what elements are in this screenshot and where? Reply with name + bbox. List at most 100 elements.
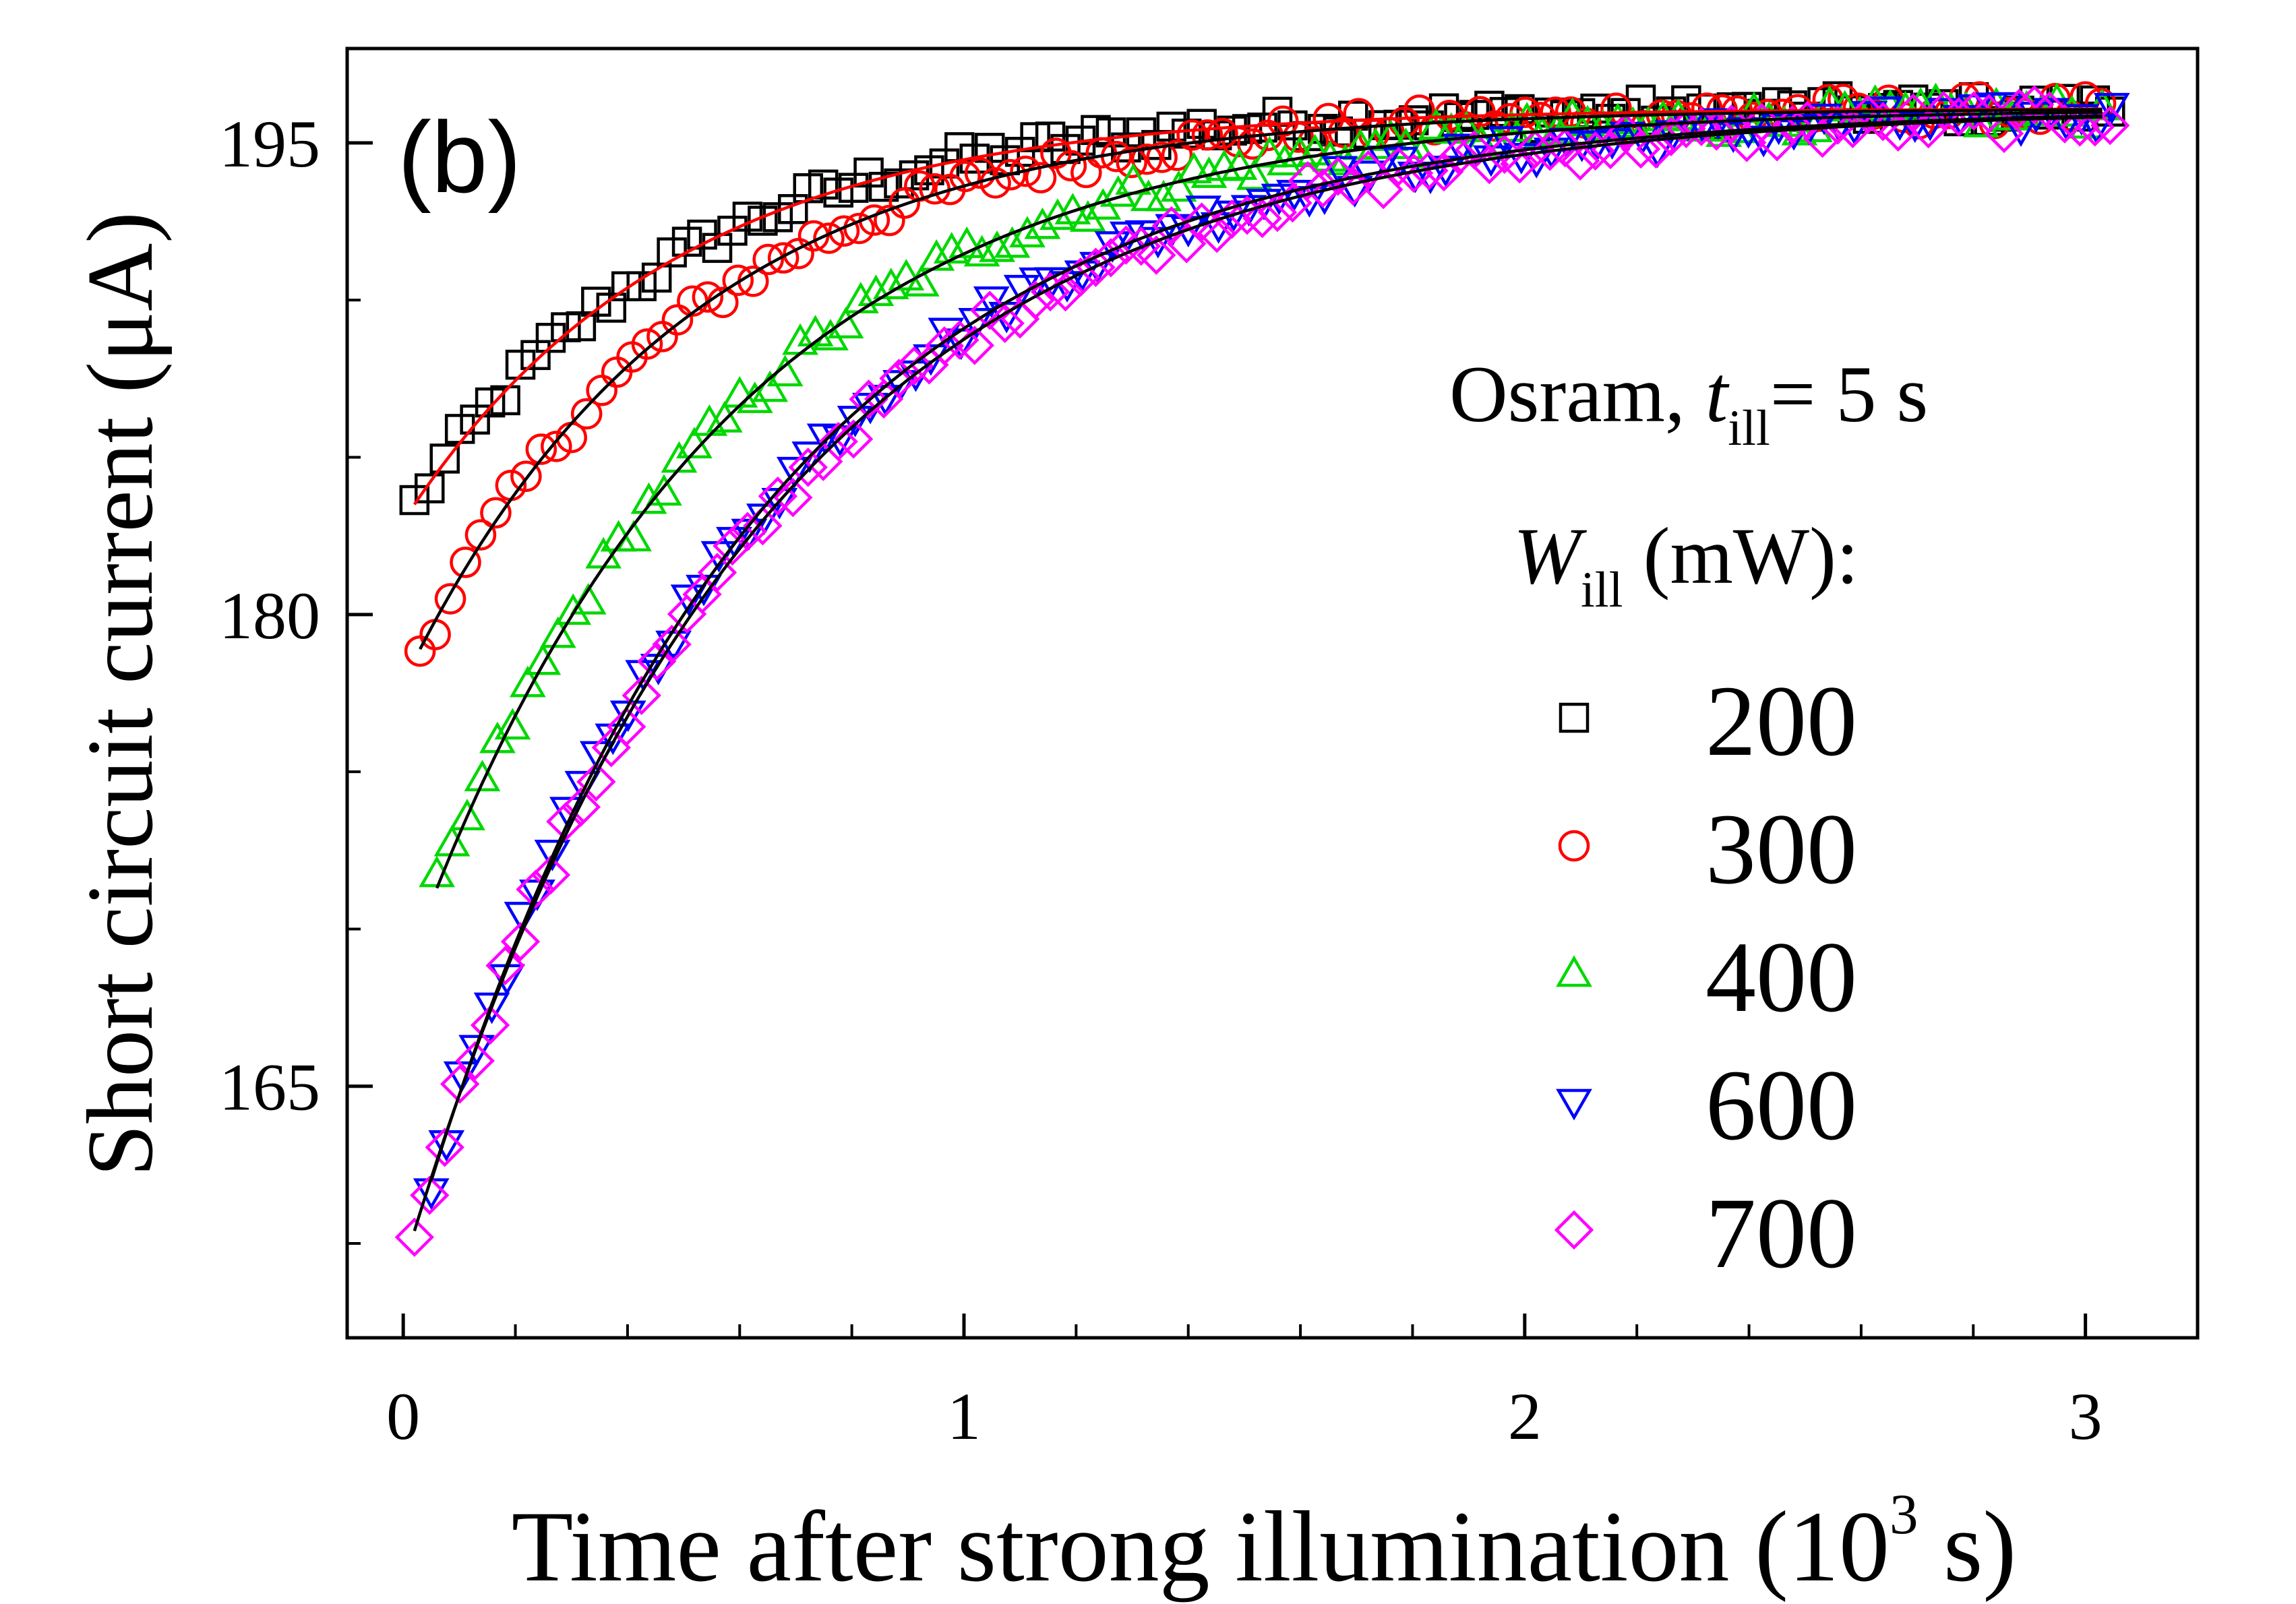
marker-diamond: [410, 1175, 450, 1215]
marker-triangle-up: [963, 235, 1000, 267]
marker-square: [944, 132, 975, 162]
legend: Osram, till= 5 s Will (mW): 200300400600…: [1449, 349, 1928, 1289]
marker-diamond: [546, 801, 586, 842]
marker-circle: [1025, 162, 1057, 193]
marker-circle: [949, 160, 981, 193]
marker-triangle-up: [1418, 108, 1455, 140]
marker-square: [823, 177, 853, 208]
marker-triangle-down: [1321, 156, 1358, 188]
marker-triangle-up: [903, 265, 940, 297]
marker-diamond: [894, 346, 934, 386]
marker-diamond: [788, 448, 828, 487]
x-tick-label: 0: [386, 1379, 420, 1454]
legend-title-var-w: W: [1513, 511, 1588, 600]
marker-square: [702, 233, 733, 264]
marker-triangle-up: [918, 239, 955, 271]
marker-circle: [1116, 146, 1147, 179]
marker-triangle-down: [2093, 92, 2130, 125]
marker-circle: [1176, 119, 1208, 151]
marker-diamond: [1999, 88, 2039, 128]
marker-circle: [541, 431, 572, 462]
marker-triangle-down: [473, 992, 510, 1024]
marker-diamond: [1817, 105, 1858, 145]
marker-circle: [813, 222, 845, 254]
fit-curve-600: [429, 114, 2103, 1181]
marker-triangle-up: [1569, 104, 1606, 137]
marker-square: [475, 387, 506, 418]
marker-diamond: [2060, 107, 2100, 147]
marker-square: [460, 404, 490, 435]
marker-diamond: [470, 1005, 510, 1045]
marker-diamond: [1651, 117, 1691, 156]
marker-square: [793, 173, 824, 204]
marker-triangle-up: [933, 232, 970, 264]
marker-triangle-down: [1556, 1088, 1592, 1121]
marker-diamond: [1424, 152, 1464, 192]
legend-entry-300: 300: [1558, 793, 1857, 905]
marker-diamond: [531, 855, 571, 895]
series-700: [394, 85, 2130, 1257]
legend-label-700: 700: [1705, 1177, 1857, 1289]
marker-circle: [525, 433, 557, 465]
marker-circle: [404, 635, 436, 667]
marker-diamond: [2030, 91, 2070, 131]
marker-diamond: [818, 421, 858, 462]
legend-label-200: 200: [1705, 665, 1857, 777]
marker-circle: [480, 497, 512, 529]
marker-triangle-up: [797, 315, 834, 347]
marker-circle: [419, 619, 451, 650]
marker-triangle-up: [1251, 135, 1288, 168]
panel-label: (b): [398, 100, 521, 214]
marker-triangle-up: [1236, 158, 1273, 190]
marker-diamond: [1273, 183, 1312, 223]
x-tick-label: 1: [947, 1379, 981, 1454]
marker-triangle-up: [979, 230, 1015, 262]
marker-diamond: [1137, 235, 1176, 275]
marker-square: [838, 173, 869, 203]
marker-diamond: [713, 526, 752, 566]
marker-square: [399, 485, 430, 516]
marker-square: [505, 349, 536, 380]
marker-diamond: [1439, 135, 1479, 176]
marker-square: [1020, 122, 1050, 152]
marker-triangle-up: [1978, 86, 2015, 119]
legend-title-suffix: = 5 s: [1770, 349, 1928, 439]
marker-square: [429, 443, 460, 474]
marker-triangle-up: [494, 708, 531, 740]
x-tick-label: 3: [2069, 1379, 2103, 1454]
marker-diamond: [1364, 169, 1403, 210]
marker-circle: [1327, 117, 1360, 148]
marker-circle: [661, 304, 694, 336]
marker-triangle-up: [449, 799, 485, 831]
marker-circle: [1010, 155, 1041, 187]
legend-title-sub-w: ill: [1581, 562, 1623, 618]
marker-diamond: [773, 478, 813, 518]
marker-triangle-up: [1145, 179, 1182, 212]
x-tick-label: 2: [1508, 1379, 1542, 1454]
marker-diamond: [1803, 118, 1842, 158]
marker-triangle-up: [539, 616, 576, 648]
marker-square: [551, 312, 581, 342]
legend-title-var-t: t: [1705, 349, 1730, 439]
y-axis-label: Short circuit current (μA): [68, 212, 173, 1177]
marker-diamond: [1697, 111, 1736, 151]
marker-triangle-up: [706, 401, 743, 433]
marker-triangle-up: [1176, 152, 1212, 183]
marker-diamond: [425, 1128, 464, 1167]
marker-diamond: [1091, 238, 1131, 278]
marker-diamond: [2075, 107, 2115, 147]
y-tick-label: 180: [219, 578, 320, 653]
marker-diamond: [1515, 129, 1554, 169]
marker-triangle-up: [1160, 170, 1197, 202]
marker-diamond: [500, 921, 541, 962]
marker-triangle-up: [994, 226, 1031, 258]
x-axis-label: Time after strong illumination (103 s): [512, 1483, 2017, 1603]
marker-circle: [434, 583, 466, 615]
marker-diamond: [394, 1217, 435, 1257]
axes: 0 1 2 3 165 180 195: [219, 106, 2103, 1454]
marker-circle: [752, 243, 784, 276]
marker-diamond: [1060, 257, 1101, 297]
marker-diamond: [440, 1064, 480, 1104]
marker-triangle-up: [509, 665, 546, 698]
x-axis-label-exponent: 3: [1890, 1483, 1919, 1546]
